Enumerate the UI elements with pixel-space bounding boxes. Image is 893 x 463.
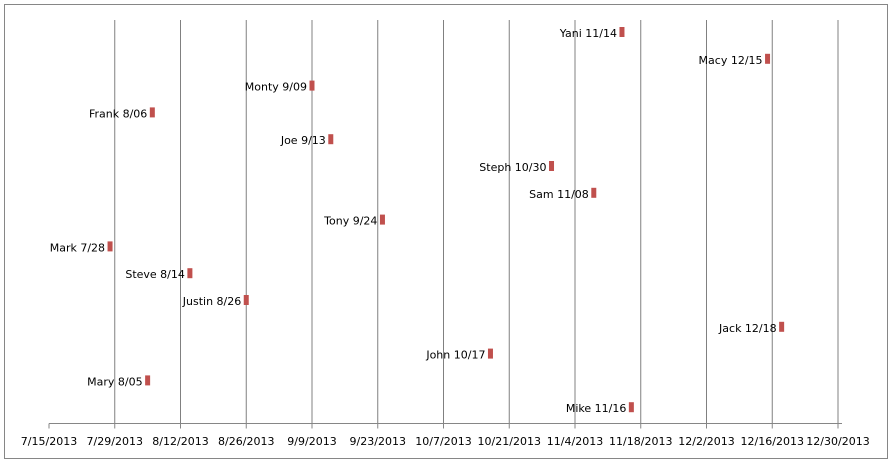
- x-tick-label: 8/26/2013: [218, 435, 274, 448]
- data-point-label: Macy 12/15: [699, 54, 763, 67]
- x-axis-ticks: [48, 423, 839, 429]
- data-point-marker: [328, 134, 334, 145]
- data-labels: Yani 11/14 Macy 12/15 Monty 9/09 Frank 8/06…: [50, 27, 777, 415]
- data-point-marker: [591, 187, 597, 198]
- x-tick-label: 12/30/2013: [806, 435, 869, 448]
- data-point-label: Monty 9/09: [245, 81, 307, 94]
- data-point-label: Jack 12/18: [718, 322, 777, 335]
- gridlines: [114, 20, 839, 424]
- x-tick-label: 9/23/2013: [350, 435, 406, 448]
- x-tick-label: 11/18/2013: [609, 435, 672, 448]
- x-tick-label: 12/16/2013: [741, 435, 804, 448]
- data-point-marker: [779, 321, 785, 332]
- data-point-label: Mark 7/28: [50, 241, 105, 254]
- data-point-label: Sam 11/08: [529, 188, 589, 201]
- data-point-label: John 10/17: [425, 349, 485, 362]
- data-point-marker: [243, 295, 249, 305]
- x-tick-label: 12/2/2013: [678, 435, 734, 448]
- data-point-label: Justin 8/26: [182, 295, 242, 308]
- data-point-marker: [145, 375, 151, 386]
- data-point-marker: [379, 214, 385, 225]
- x-tick-label: 10/7/2013: [415, 435, 471, 448]
- data-point-marker: [619, 27, 625, 37]
- data-point-label: Frank 8/06: [89, 107, 147, 120]
- data-point-marker: [487, 348, 493, 359]
- data-point-marker: [187, 268, 193, 279]
- data-point-label: Steph 10/30: [479, 161, 546, 174]
- x-tick-label: 7/29/2013: [87, 435, 143, 448]
- data-point-label: Mike 11/16: [566, 402, 627, 415]
- data-point-label: Yani 11/14: [559, 27, 617, 40]
- data-point-marker: [628, 402, 634, 413]
- data-point-label: Steve 8/14: [125, 268, 185, 281]
- data-point-label: Joe 9/13: [280, 134, 326, 147]
- data-point-marker: [107, 241, 113, 252]
- data-point-label: Mary 8/05: [87, 375, 142, 388]
- data-point-marker: [765, 53, 771, 64]
- x-tick-label: 9/9/2013: [287, 435, 336, 448]
- data-point-label: Tony 9/24: [323, 215, 377, 228]
- data-markers: [107, 27, 785, 413]
- data-point-marker: [549, 161, 555, 171]
- data-point-marker: [309, 80, 315, 91]
- x-axis-tick-labels: 7/15/2013 7/29/2013 8/12/2013 8/26/2013 9/9/…: [21, 435, 870, 448]
- chart-border: [4, 4, 888, 459]
- data-point-marker: [149, 107, 155, 118]
- x-tick-label: 8/12/2013: [152, 435, 208, 448]
- x-tick-label: 11/4/2013: [547, 435, 603, 448]
- x-tick-label: 10/21/2013: [478, 435, 541, 448]
- x-tick-label: 7/15/2013: [21, 435, 77, 448]
